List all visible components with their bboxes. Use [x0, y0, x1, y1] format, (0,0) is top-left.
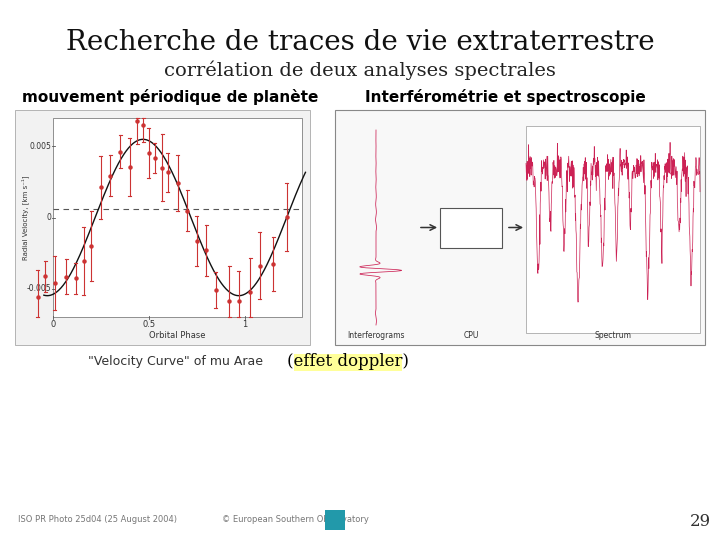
Text: FFT: FFT: [460, 218, 482, 228]
Text: Calculations: Calculations: [445, 229, 497, 238]
Bar: [15, 110, 310, 345]
Text: CPU: CPU: [463, 331, 479, 340]
Text: Interferograms: Interferograms: [347, 331, 405, 340]
Bar: [325, 510, 345, 530]
Bar: [53, 118, 302, 317]
Text: ESO: ESO: [329, 517, 341, 523]
Text: Radial Velocity, [km s⁻¹]: Radial Velocity, [km s⁻¹]: [21, 176, 29, 260]
Text: "Velocity Curve" of mu Arae: "Velocity Curve" of mu Arae: [88, 355, 263, 368]
Text: Recherche de traces de vie extraterrestre: Recherche de traces de vie extraterrestr…: [66, 30, 654, 57]
Text: 29: 29: [690, 514, 711, 530]
Bar: [294, 354, 402, 370]
Bar: [335, 110, 705, 345]
Text: 0: 0: [50, 320, 55, 329]
Text: 1: 1: [242, 320, 247, 329]
Text: (effet doppler): (effet doppler): [287, 354, 409, 370]
Text: Spectrum: Spectrum: [595, 331, 631, 340]
Text: Interférométrie et spectroscopie: Interférométrie et spectroscopie: [365, 89, 646, 105]
Bar: [526, 126, 700, 333]
Bar: [440, 207, 502, 247]
Text: Orbital Phase: Orbital Phase: [149, 330, 206, 340]
Text: ISO PR Photo 25d04 (25 August 2004): ISO PR Photo 25d04 (25 August 2004): [18, 516, 177, 524]
Text: © European Southern Observatory: © European Southern Observatory: [222, 516, 369, 524]
Text: mouvement périodique de planète: mouvement périodique de planète: [22, 89, 318, 105]
Text: 0.005: 0.005: [29, 142, 51, 151]
Text: corrélation de deux analyses spectrales: corrélation de deux analyses spectrales: [164, 60, 556, 80]
Text: 0: 0: [46, 213, 51, 222]
Text: -0.005: -0.005: [27, 284, 51, 293]
Text: 0.5: 0.5: [143, 320, 156, 329]
